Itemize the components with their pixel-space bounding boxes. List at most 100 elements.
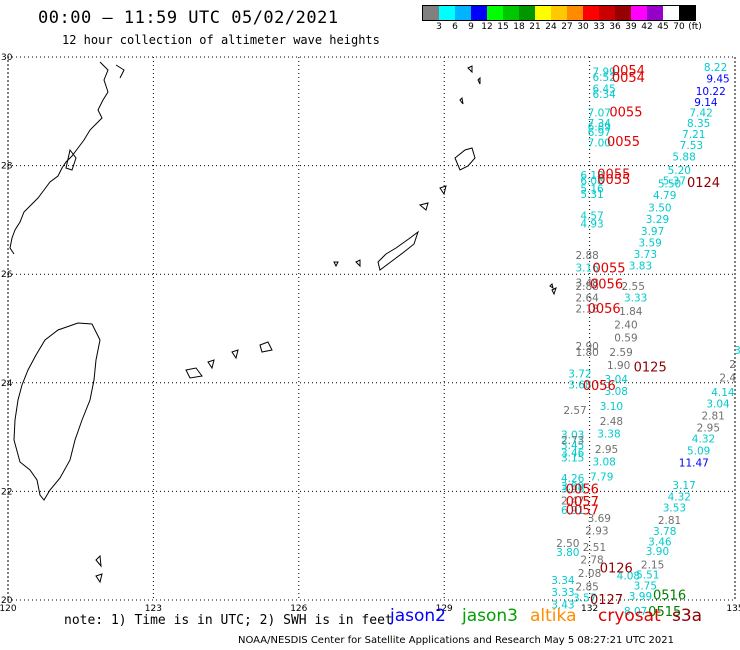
- wave-height-value: 5.09: [687, 446, 710, 458]
- color-scale-label: 21: [529, 22, 541, 32]
- wave-height-value: 4.14: [711, 387, 735, 399]
- color-scale-cell: [439, 6, 455, 20]
- color-scale-label: (ft): [688, 22, 702, 32]
- pass-time-label: 0056: [583, 379, 616, 394]
- wave-height-value: 7.21: [682, 129, 705, 141]
- lat-tick-label: 20: [1, 596, 13, 606]
- color-scale-cell: [663, 6, 679, 20]
- color-scale-cell: [455, 6, 471, 20]
- pass-time-label: 0057: [566, 495, 599, 510]
- footer-note: note: 1) Time is in UTC; 2) SWH is in fe…: [64, 613, 393, 628]
- color-scale: 3 6 9 12 15 18 21 24 27 30 33 36 39 42 45 70 (ft): [422, 5, 702, 33]
- pass-time-label: 0056: [588, 302, 621, 317]
- wave-height-value: 2.73: [561, 435, 584, 447]
- wave-height-value: 3.04: [605, 374, 629, 386]
- wave-height-value: 3.99: [629, 591, 652, 603]
- wave-height-value: 7.99: [592, 67, 615, 79]
- wave-height-value: 3.68: [568, 379, 591, 391]
- wave-height-value: 2.93: [585, 525, 608, 537]
- color-scale-labels: 3 6 9 12 15 18 21 24 27 30 33 36 39 42 45 70 (ft): [422, 21, 702, 33]
- miyako: [259, 341, 273, 353]
- coastlines: [9, 61, 557, 584]
- wave-height-value: 5.37: [663, 175, 686, 187]
- wave-height-value: 3.46: [561, 447, 585, 459]
- wave-height-value: 3.53: [663, 503, 686, 515]
- pass-time-label: 0054: [612, 64, 645, 79]
- daito: [549, 283, 557, 296]
- amami-oshima: [454, 147, 476, 171]
- color-scale-label: 24: [545, 22, 557, 32]
- wave-height-value: 3.99: [561, 481, 584, 493]
- color-scale-label: 3: [436, 22, 442, 32]
- pass-time-label: 0124: [687, 176, 720, 191]
- lon-tick-label: 120: [0, 604, 17, 614]
- wave-height-value: 8.35: [687, 118, 710, 130]
- pass-time-label: 0057: [566, 503, 599, 518]
- yaeyama: [185, 349, 239, 379]
- color-scale-label: 6: [452, 22, 458, 32]
- wave-height-value: 2.95: [595, 444, 618, 456]
- taiwan-coastline: [13, 322, 101, 501]
- color-scale-cell: [631, 6, 647, 20]
- lat-lon-grid: [7, 56, 736, 601]
- okinawa: [377, 230, 419, 271]
- wave-height-value: 3.34: [551, 575, 575, 587]
- wave-height-value: 2.40: [614, 320, 637, 332]
- pass-time-label: 0055: [592, 262, 625, 277]
- wave-height-value: 6.97: [588, 127, 611, 139]
- wave-height-value: 2.15: [641, 560, 664, 572]
- wave-height-value: 3: [734, 345, 740, 357]
- wave-height-value: 3.33: [551, 587, 574, 599]
- pass-time-label: 0055: [607, 135, 640, 150]
- wave-height-value: 3.10: [600, 401, 623, 413]
- wave-height-value: 3.83: [629, 261, 652, 273]
- okinoerabu: [418, 202, 429, 211]
- wave-height-value: 3.08: [605, 386, 628, 398]
- wave-height-value: 3.15: [561, 453, 584, 465]
- wave-height-value: 3.75: [634, 580, 657, 592]
- lat-tick-label: 24: [1, 379, 13, 389]
- color-scale-bar: [422, 5, 696, 21]
- pass-time-label: 0055: [597, 168, 630, 183]
- lat-tick-label: 30: [1, 53, 13, 63]
- wave-height-value: 4.08: [617, 571, 640, 583]
- color-scale-label: 9: [468, 22, 474, 32]
- wave-height-value: 3.73: [634, 249, 657, 261]
- wave-height-value: 5.16: [580, 183, 604, 195]
- tanegashima: [65, 148, 77, 171]
- wave-height-value: 3.50: [648, 202, 671, 214]
- pass-time-label: 0054: [612, 71, 645, 86]
- wave-height-value: 2.81: [658, 515, 681, 527]
- wave-height-value: 9.14: [694, 97, 718, 109]
- wave-height-value: 3.59: [638, 238, 661, 250]
- wave-height-value: 10.22: [696, 86, 726, 98]
- north-islets: [459, 65, 481, 105]
- lat-tick-label: 28: [1, 162, 13, 172]
- wave-height-value: 4.57: [580, 211, 603, 223]
- color-scale-cell: [503, 6, 519, 20]
- header-title: 00:00 – 11:59 UTC 05/02/2021: [38, 8, 339, 28]
- wave-height-value: 11.47: [679, 458, 709, 470]
- wave-height-value: 5.50: [658, 179, 681, 191]
- satellite-jason3: jason3: [462, 606, 518, 626]
- color-scale-label: 33: [593, 22, 605, 32]
- wave-height-value: 3.04: [706, 398, 730, 410]
- wave-height-value: 3.72: [568, 369, 591, 381]
- lon-tick-label: 129: [436, 604, 453, 614]
- color-scale-label: 42: [641, 22, 653, 32]
- pass-time-label: 0055: [597, 173, 630, 188]
- wave-height-value: 7.00: [588, 137, 611, 149]
- wave-height-value: 2.95: [697, 422, 720, 434]
- color-scale-cell: [647, 6, 663, 20]
- wave-height-value: 5.51: [636, 569, 659, 581]
- lon-tick-label: 135: [726, 604, 740, 614]
- wave-height-value: 6.52: [592, 72, 615, 84]
- wave-height-value: 3.29: [646, 214, 669, 226]
- wave-height-value: 5.20: [668, 165, 691, 177]
- wave-height-value: 4.93: [580, 219, 603, 231]
- wave-height-value: 3.08: [592, 457, 615, 469]
- color-scale-cell: [535, 6, 551, 20]
- lon-tick-label: 126: [290, 604, 307, 614]
- wave-height-value: 2.18: [575, 303, 598, 315]
